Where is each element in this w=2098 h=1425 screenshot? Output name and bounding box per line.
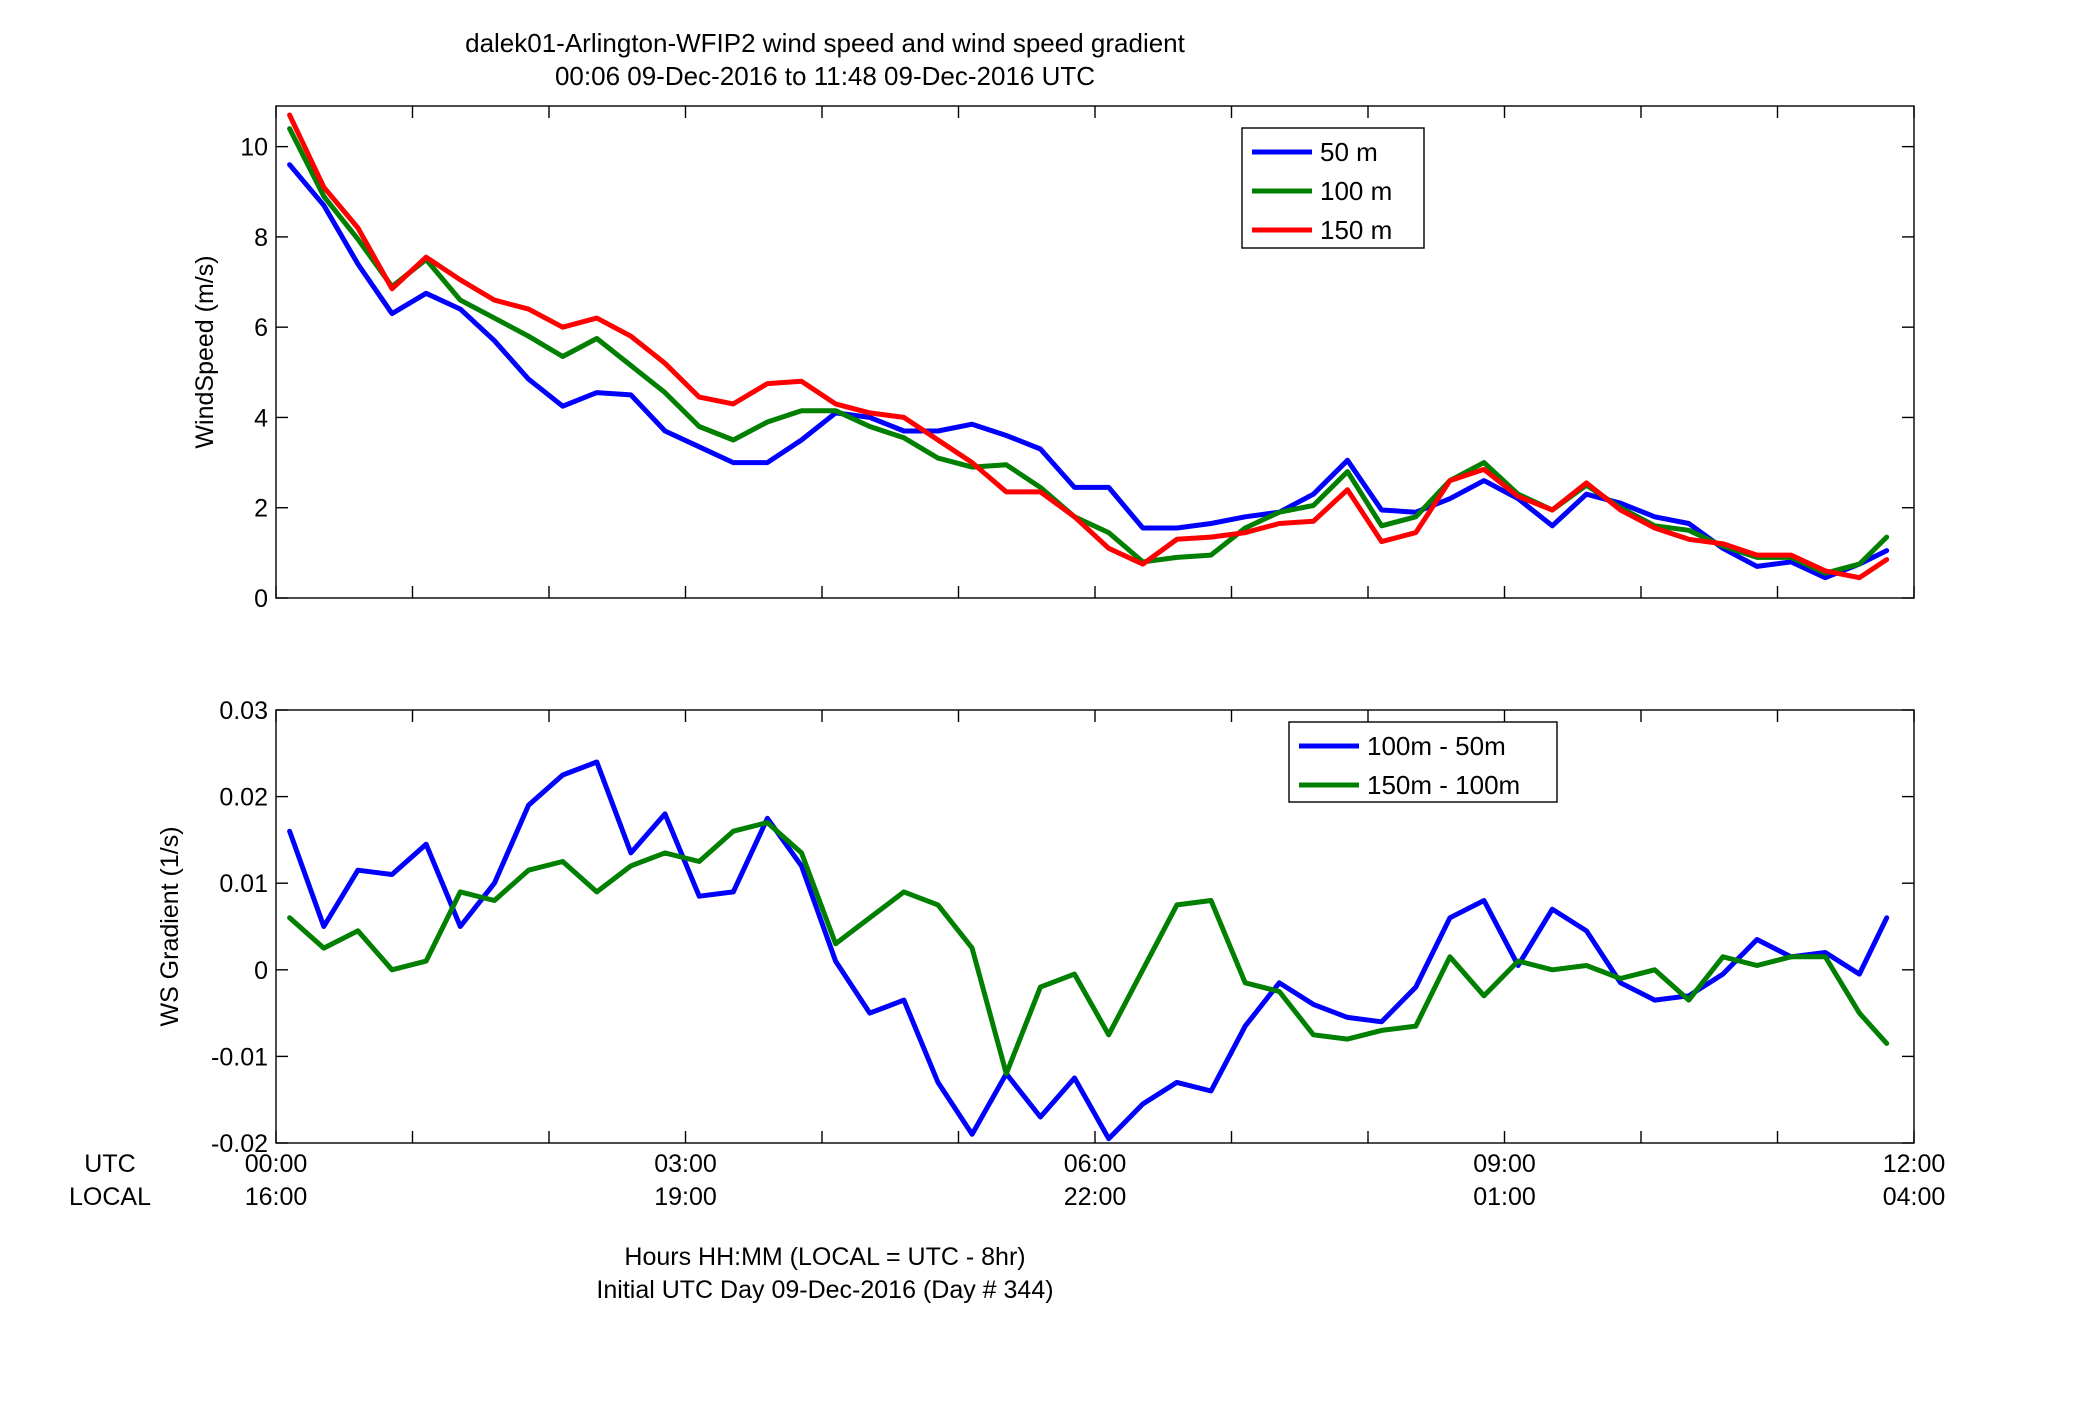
legend-entry: 100 m — [1320, 176, 1392, 206]
y-tick-label: -0.01 — [211, 1043, 268, 1071]
local-row-label: LOCAL — [69, 1183, 151, 1211]
y-tick-label: 0.01 — [219, 870, 268, 898]
y-axis-label: WS Gradient (1/s) — [156, 826, 184, 1026]
series-line-50-m — [287, 162, 1890, 581]
legend-entry: 50 m — [1320, 137, 1378, 167]
series-line-100-m — [287, 126, 1890, 576]
chart-title: dalek01-Arlington-WFIP2 wind speed and w… — [465, 28, 1186, 58]
y-tick-label: 10 — [240, 134, 268, 162]
x-tick-label-utc: 09:00 — [1473, 1150, 1536, 1178]
x-axis-label-day: Initial UTC Day 09-Dec-2016 (Day # 344) — [596, 1276, 1053, 1304]
wind-speed-panel: 0 2 4 6 8 10 WindSpeed (m/s) 50 m 100 m 150 m — [191, 105, 1915, 613]
x-tick-label-utc: 00:00 — [245, 1150, 308, 1178]
axes-frame — [275, 709, 1915, 1144]
chart-subtitle: 00:06 09-Dec-2016 to 11:48 09-Dec-2016 U… — [555, 61, 1095, 91]
x-axis-label: Hours HH:MM (LOCAL = UTC - 8hr) — [624, 1243, 1025, 1271]
x-tick-label-utc: 06:00 — [1064, 1150, 1127, 1178]
y-tick-label: 0 — [254, 585, 268, 613]
y-axis-label: WindSpeed (m/s) — [191, 255, 219, 448]
legend-entry: 100m - 50m — [1367, 731, 1506, 761]
y-tick-label: 0.02 — [219, 784, 268, 812]
series-line-150-m — [287, 112, 1890, 581]
y-tick-label: 4 — [254, 404, 268, 432]
x-tick-label-utc: 12:00 — [1883, 1150, 1946, 1178]
legend-entry: 150 m — [1320, 215, 1392, 245]
series-line-150m-100m — [287, 820, 1890, 1077]
x-tick-label-utc: 03:00 — [654, 1150, 717, 1178]
x-tick-label-local: 04:00 — [1883, 1183, 1946, 1211]
x-tick-label-local: 22:00 — [1064, 1183, 1127, 1211]
y-tick-label: 0.03 — [219, 697, 268, 725]
y-tick-label: 0 — [254, 957, 268, 985]
wind-gradient-panel: -0.02 -0.01 0 0.01 0.02 0.03 00:00 16:00 03:00 19… — [156, 697, 1945, 1211]
y-tick-label: -0.02 — [211, 1130, 268, 1158]
legend: 50 m 100 m 150 m — [1241, 127, 1425, 249]
legend-box — [1288, 721, 1558, 803]
y-tick-label: 2 — [254, 495, 268, 523]
y-tick-label: 6 — [254, 314, 268, 342]
utc-row-label: UTC — [84, 1150, 135, 1178]
x-tick-label-local: 16:00 — [245, 1183, 308, 1211]
y-tick-label: 8 — [254, 224, 268, 252]
legend: 100m - 50m 150m - 100m — [1288, 721, 1558, 803]
x-tick-label-local: 19:00 — [654, 1183, 717, 1211]
x-tick-label-local: 01:00 — [1473, 1183, 1536, 1211]
legend-entry: 150m - 100m — [1367, 770, 1520, 800]
series-line-100m-50m — [287, 759, 1890, 1142]
